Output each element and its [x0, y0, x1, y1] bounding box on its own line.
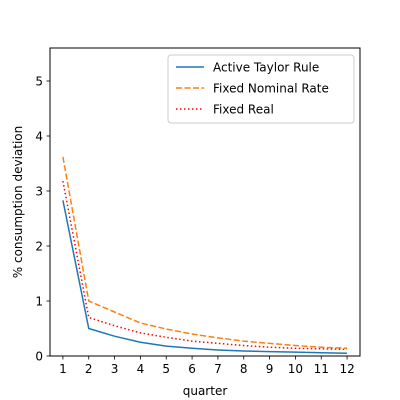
- x-tick-label: 7: [214, 362, 222, 376]
- y-axis-label: % consumption deviation: [11, 126, 25, 279]
- y-tick-label: 0: [35, 349, 43, 363]
- y-tick-label: 2: [35, 239, 43, 253]
- x-tick-label: 9: [266, 362, 274, 376]
- legend-label: Fixed Real: [213, 102, 274, 116]
- x-tick-label: 8: [240, 362, 248, 376]
- x-tick-label: 1: [59, 362, 67, 376]
- legend: Active Taylor Rule Fixed Nominal Rate Fixe…: [167, 54, 355, 124]
- x-tick-label: 4: [137, 362, 145, 376]
- series-line-active-taylor-rule: [62, 200, 348, 354]
- x-tick-label: 12: [339, 362, 354, 376]
- series-line-fixed-nominal-rate: [62, 156, 348, 350]
- legend-box: [167, 54, 355, 124]
- y-tick-label: 5: [35, 74, 43, 88]
- y-tick-label: 1: [35, 294, 43, 308]
- x-axis-label: quarter: [183, 384, 228, 398]
- x-tick-label: 11: [314, 362, 329, 376]
- x-tick-label: 6: [188, 362, 196, 376]
- y-tick-label: 4: [35, 129, 43, 143]
- series-line-fixed-real: [62, 180, 348, 351]
- plot-frame: [49, 47, 361, 357]
- x-axis: 1 2 3 4 5 6 7 8 9 10 11 12: [59, 356, 355, 376]
- x-tick-label: 3: [111, 362, 119, 376]
- legend-label: Active Taylor Rule: [213, 60, 319, 74]
- y-axis: 0 1 2 3 4 5: [35, 74, 50, 363]
- x-tick-label: 2: [85, 362, 93, 376]
- x-tick-label: 10: [288, 362, 303, 376]
- series-layer: [62, 156, 348, 354]
- x-tick-label: 5: [162, 362, 170, 376]
- legend-label: Fixed Nominal Rate: [213, 81, 329, 95]
- legend-items: Active Taylor Rule Fixed Nominal Rate Fixe…: [176, 60, 329, 116]
- y-tick-label: 3: [35, 184, 43, 198]
